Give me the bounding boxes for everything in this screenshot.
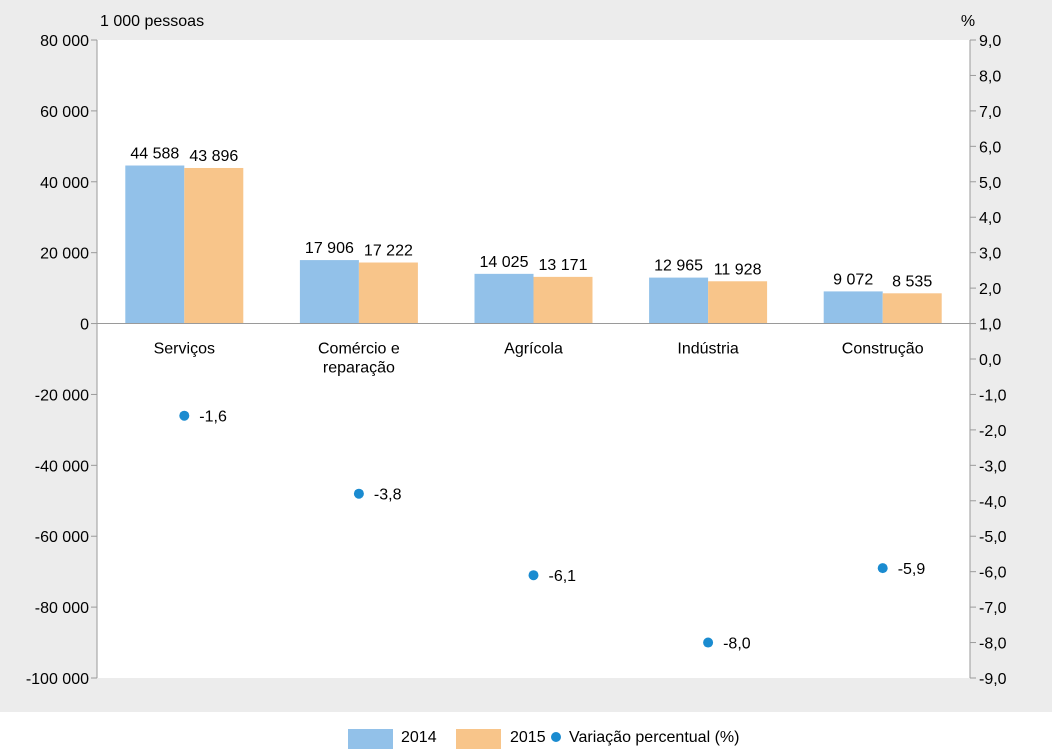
right-axis-tick-label: -5,0 [979,529,1007,546]
right-axis-tick-label: 1,0 [979,317,1001,334]
variation-point-label: -5,9 [898,561,926,578]
legend-swatch-2014 [348,729,393,749]
bar-2014-3 [649,277,709,324]
variation-point-3 [703,637,714,648]
bar-value-label: 9 072 [833,271,873,288]
bar-value-label: 8 535 [892,273,932,290]
right-axis-tick-label: -8,0 [979,636,1007,653]
right-axis-tick-label: 8,0 [979,68,1001,85]
legend-label-variation: Variação percentual (%) [569,729,739,746]
bar-value-label: 12 965 [654,258,703,275]
right-axis-tick-label: 7,0 [979,104,1001,121]
left-axis-tick-label: 0 [80,317,89,334]
legend-label-2015: 2015 [510,729,546,746]
bar-value-label: 13 171 [539,257,588,274]
left-axis-tick-label: 60 000 [40,104,89,121]
bar-2014-4 [823,291,883,324]
right-axis-unit-label: % [961,13,975,30]
right-axis-tick-label: 6,0 [979,139,1001,156]
bar-2015-1 [358,262,418,324]
left-axis-unit-label: 1 000 pessoas [100,13,204,30]
bar-2014-1 [299,260,359,324]
right-axis-tick-label: -2,0 [979,423,1007,440]
category-label: reparação [323,360,395,377]
bar-2015-4 [882,293,942,324]
bar-value-label: 11 928 [714,261,762,278]
left-axis-tick-label: -40 000 [35,458,89,475]
variation-point-label: -1,6 [199,409,227,426]
category-label: Serviços [154,341,215,358]
left-axis-tick-label: 20 000 [40,246,89,263]
variation-point-2 [528,570,539,581]
right-axis-tick-label: -4,0 [979,494,1007,511]
bar-value-label: 17 906 [305,240,354,257]
right-axis-tick-label: 4,0 [979,210,1001,227]
legend-swatch-2015 [456,729,501,749]
right-axis-tick-label: -7,0 [979,600,1007,617]
right-axis-tick-label: -1,0 [979,387,1007,404]
right-axis-tick-label: 9,0 [979,33,1001,50]
left-axis-tick-label: 80 000 [40,33,89,50]
right-axis-tick-label: -3,0 [979,458,1007,475]
variation-point-1 [353,488,364,499]
bar-2014-0 [125,165,185,324]
variation-point-label: -8,0 [723,636,751,653]
left-axis-tick-label: -80 000 [35,600,89,617]
category-label: Comércio e [318,341,400,358]
legend-label-2014: 2014 [401,729,437,746]
category-label: Agrícola [504,341,563,358]
bar-value-label: 44 588 [130,146,179,163]
left-axis-tick-label: -60 000 [35,529,89,546]
legend-marker-variation [551,732,561,742]
bar-2015-3 [708,281,768,324]
bar-value-label: 43 896 [189,148,238,165]
plot-area [97,40,970,678]
bar-value-label: 17 222 [364,243,413,260]
variation-point-4 [877,563,888,574]
variation-point-label: -3,8 [374,487,402,504]
bar-2015-0 [184,167,244,324]
variation-point-0 [179,410,190,421]
variation-point-label: -6,1 [549,568,577,585]
left-axis-tick-label: -20 000 [35,387,89,404]
right-axis-tick-label: -6,0 [979,565,1007,582]
bar-2014-2 [474,273,534,324]
category-label: Construção [842,341,924,358]
bar-value-label: 14 025 [480,254,529,271]
left-axis-tick-label: -100 000 [26,671,89,688]
right-axis-tick-label: -9,0 [979,671,1007,688]
category-label: Indústria [677,341,738,358]
right-axis-tick-label: 3,0 [979,246,1001,263]
right-axis-tick-label: 0,0 [979,352,1001,369]
right-axis-tick-label: 2,0 [979,281,1001,298]
left-axis-tick-label: 40 000 [40,175,89,192]
bar-2015-2 [533,276,593,324]
right-axis-tick-label: 5,0 [979,175,1001,192]
